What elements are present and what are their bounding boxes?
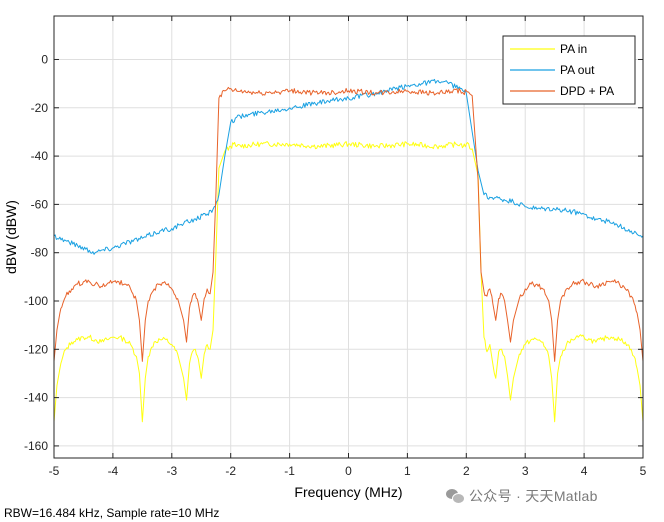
watermark-text: 公众号 · 天天Matlab [469,488,598,504]
legend: PA in PA out DPD + PA [502,35,636,105]
x-tick-label: 0 [345,464,352,478]
series-line-pa-out [53,78,644,255]
y-tick-label: -100 [24,294,48,308]
y-tick-label: -140 [24,391,48,405]
legend-label: PA in [560,42,587,56]
x-tick-label: 2 [463,464,470,478]
x-tick-label: -4 [108,464,119,478]
x-tick-label: -1 [284,464,295,478]
ticks: -5 -4 -3 -2 -1 0 1 2 3 4 5 -160 -140 -120 -100 -80 -60 -4… [24,16,647,478]
y-tick-label: -80 [31,246,49,260]
y-axis-label: dBW (dBW) [3,200,19,274]
footer-info: RBW=16.484 kHz, Sample rate=10 MHz [4,506,220,520]
y-tick-label: -40 [31,149,49,163]
series-line-pa-in [53,141,644,423]
wechat-logo-icon [446,488,465,504]
x-axis-label: Frequency (MHz) [294,484,402,500]
series-layer [53,78,644,423]
x-tick-label: -2 [225,464,236,478]
legend-label: DPD + PA [560,84,614,98]
x-tick-label: 3 [522,464,529,478]
x-tick-label: 1 [404,464,411,478]
y-tick-label: -60 [31,197,49,211]
x-tick-label: 5 [640,464,647,478]
watermark: 公众号 · 天天Matlab [446,486,598,506]
series-line-dpd-pa [53,86,644,362]
y-tick-label: -20 [31,101,49,115]
y-tick-label: -120 [24,342,48,356]
x-tick-label: -3 [166,464,177,478]
y-tick-label: 0 [41,52,48,66]
x-tick-label: 4 [581,464,588,478]
x-tick-label: -5 [49,464,60,478]
legend-label: PA out [560,63,595,77]
y-tick-label: -160 [24,439,48,453]
spectrum-chart: -5 -4 -3 -2 -1 0 1 2 3 4 5 -160 -140 -120 -100 -80 -60 -4… [3,15,647,500]
